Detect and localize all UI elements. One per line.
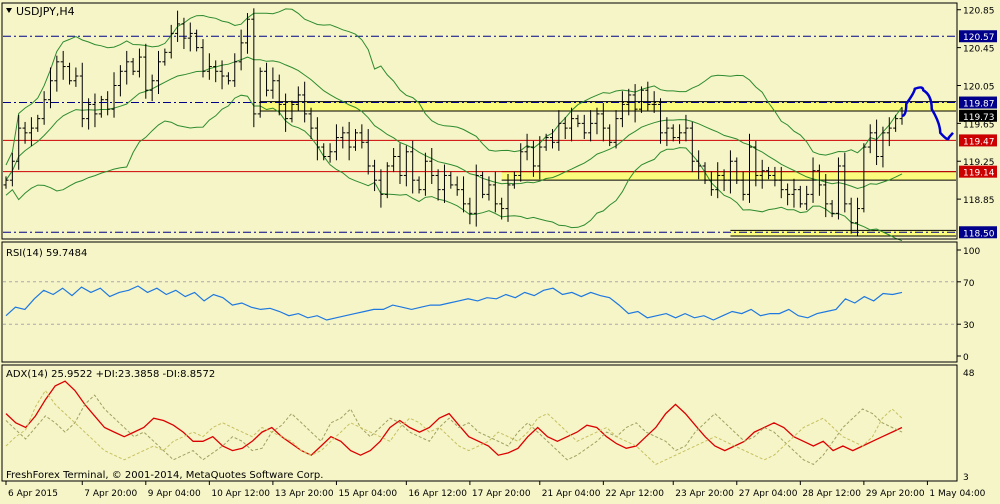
price-tick-label: 118.85	[963, 196, 995, 206]
price-bars	[3, 8, 905, 237]
price-tag-label: 119.14	[963, 169, 995, 179]
zone-2	[730, 230, 956, 237]
time-tick-label: 17 Apr 20:00	[472, 489, 531, 499]
adx-y-axis: 48 3	[963, 369, 975, 483]
price-tick-label: 120.85	[963, 7, 995, 17]
time-tick-label: 29 Apr 20:00	[866, 489, 925, 499]
time-tick-label: 7 Apr 20:00	[84, 489, 137, 499]
rsi-tick-label: 100	[963, 247, 980, 257]
adx-panel[interactable]: ADX(14) 25.9522 +DI:23.3858 -DI:8.8572 F…	[1, 364, 975, 483]
time-axis: 6 Apr 2015 7 Apr 20:00 9 Apr 04:00 10 Apr 1…	[5, 481, 986, 499]
rsi-y-axis: 100 70 30 0	[957, 247, 980, 363]
rsi-panel-frame	[1, 241, 958, 363]
time-tick-label: 9 Apr 04:00	[148, 489, 201, 499]
copyright-text: FreshForex Terminal, © 2001-2014, MetaQu…	[6, 470, 323, 481]
price-tick-label: 120.45	[963, 45, 995, 55]
time-tick-label: 22 Apr 12:00	[605, 489, 664, 499]
price-tick-label: 119.65	[963, 120, 995, 130]
price-tick-label: 119.25	[963, 158, 995, 168]
price-tag-label: 120.57	[963, 33, 995, 43]
rsi-levels	[3, 281, 956, 325]
price-y-axis: 120.85 120.45 120.05 119.65 119.25 118.85	[957, 7, 995, 206]
bollinger-bands	[5, 8, 903, 242]
adx-series-2	[5, 389, 903, 465]
price-tag-label: 119.47	[963, 137, 995, 147]
time-tick-label: 28 Apr 12:00	[802, 489, 861, 499]
rsi-panel[interactable]: RSI(14) 59.7484 100 70 30 0	[1, 241, 980, 363]
price-tag-label: 118.50	[963, 229, 995, 239]
adx-lines	[5, 380, 903, 465]
symbol-title: USDJPY,H4	[16, 5, 75, 18]
time-tick-label: 21 Apr 04:00	[542, 489, 601, 499]
forecast-path	[901, 86, 954, 141]
adx-title: ADX(14) 25.9522 +DI:23.3858 -DI:8.8572	[6, 369, 215, 380]
time-tick-label: 6 Apr 2015	[8, 489, 58, 499]
band-upper	[5, 8, 903, 166]
price-tag-bg	[959, 165, 997, 178]
time-tick-label: 23 Apr 20:00	[675, 489, 734, 499]
dropdown-triangle-icon[interactable]	[6, 8, 12, 13]
adx-series-0	[5, 380, 903, 456]
price-tag-bg	[959, 30, 997, 43]
zone-0	[260, 101, 956, 112]
time-tick-label: 1 May 04:00	[929, 489, 985, 499]
adx-tick-label: 48	[963, 369, 975, 379]
forecast-line	[901, 86, 954, 141]
rsi-title: RSI(14) 59.7484	[6, 248, 87, 259]
time-tick-label: 13 Apr 20:00	[275, 489, 334, 499]
rsi-tick-label: 30	[963, 321, 975, 331]
rsi-series	[5, 285, 903, 321]
price-tag-bg	[959, 96, 997, 109]
price-tag-bg	[959, 109, 997, 122]
support-resistance-zones	[260, 101, 956, 237]
price-panel-frame	[1, 2, 958, 240]
rsi-tick-label: 0	[963, 353, 969, 363]
adx-panel-frame	[1, 364, 958, 482]
zone-1	[501, 171, 956, 181]
price-tag-label: 119.73	[963, 113, 995, 123]
price-tag-label: 119.87	[963, 100, 995, 110]
band-middle	[5, 56, 903, 190]
rsi-line	[5, 285, 903, 321]
time-tick-label: 27 Apr 04:00	[739, 489, 798, 499]
price-tags: 120.57 119.87 119.73 119.47 119.14 118.50	[959, 30, 997, 239]
time-tick-label: 15 Apr 04:00	[338, 489, 397, 499]
time-tick-label: 16 Apr 12:00	[408, 489, 467, 499]
time-tick-label: 10 Apr 12:00	[211, 489, 270, 499]
adx-tick-label: 3	[963, 473, 969, 483]
price-tag-bg	[959, 226, 997, 239]
price-tick-label: 120.05	[963, 82, 995, 92]
price-tag-bg	[959, 134, 997, 147]
price-panel[interactable]: USDJPY,H4 120.85 120.45 120.05 119.65 119.25…	[1, 2, 997, 242]
band-lower	[5, 94, 903, 242]
rsi-tick-label: 70	[963, 279, 975, 289]
